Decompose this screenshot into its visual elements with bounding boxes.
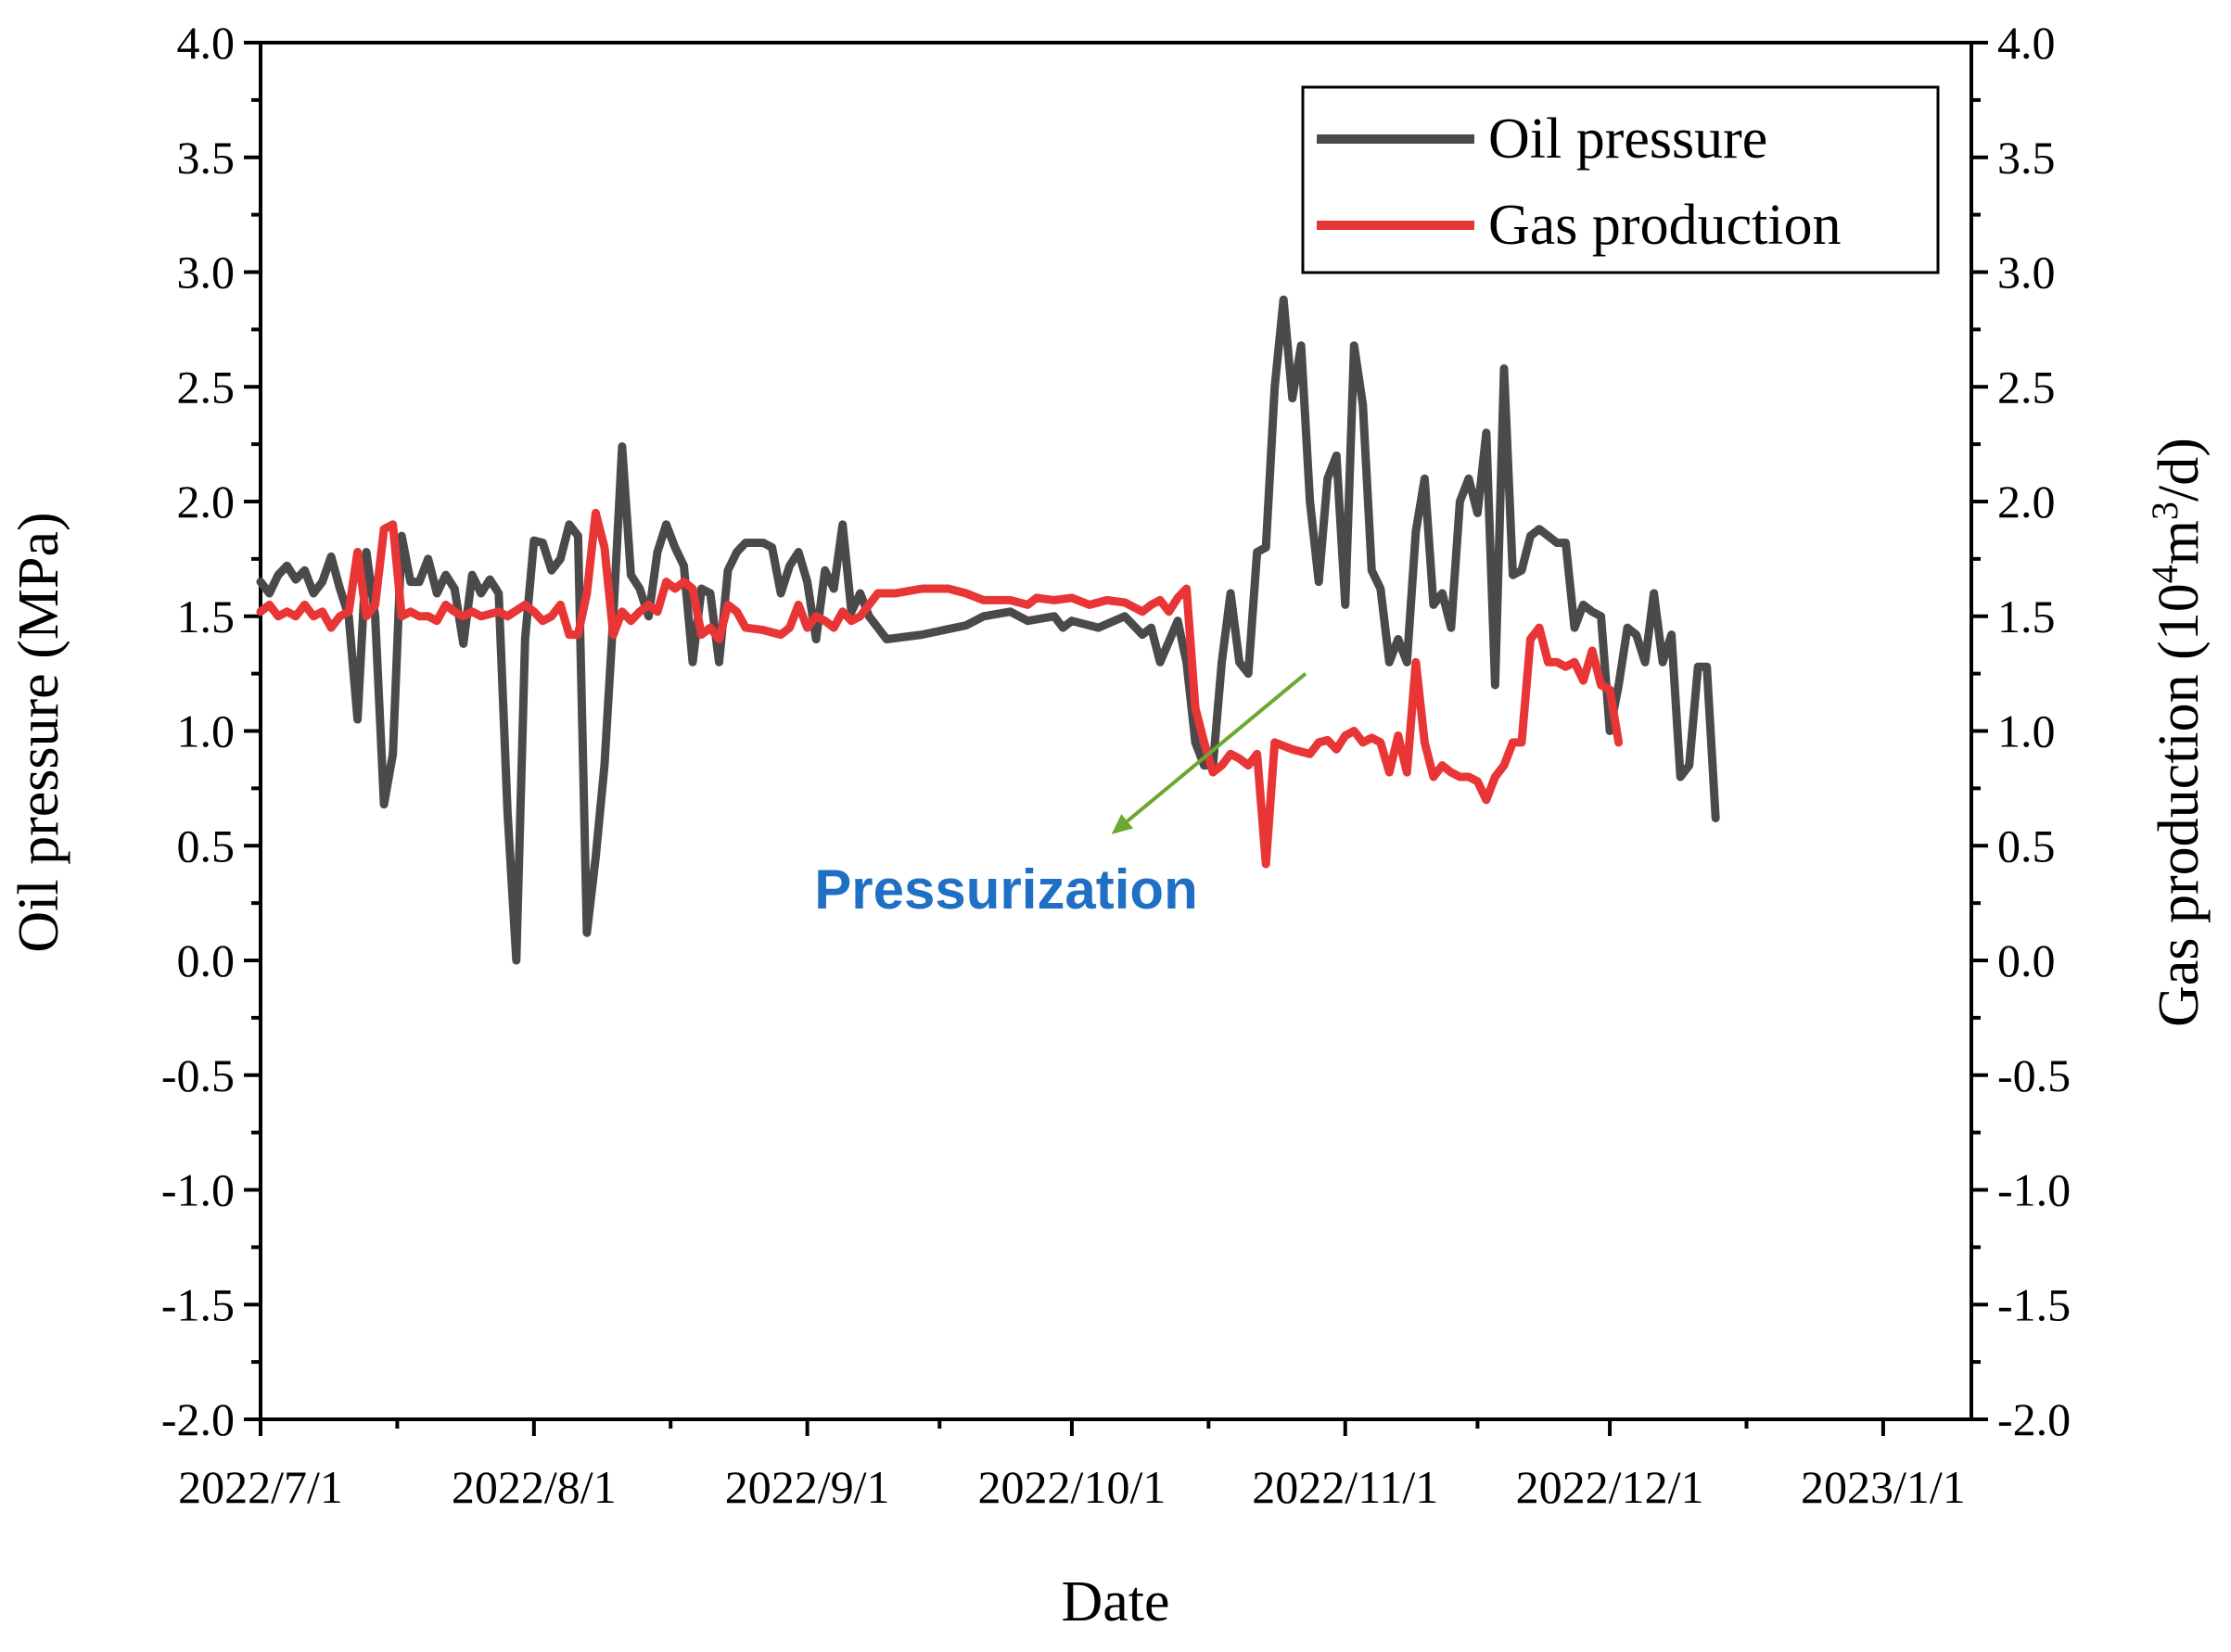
y2-tick-label: -0.5: [1997, 1049, 2071, 1101]
annotation-arrowhead: [1111, 814, 1134, 834]
y-tick-label: 4.0: [177, 17, 236, 69]
x-tick-label: 2022/11/1: [1252, 1461, 1438, 1513]
left-axis-tick-labels: 4.0 3.5 3.0 2.5 2.0 1.5 1.0 0.5 0.0 -0.5 -1.0 -1.5 -…: [161, 17, 235, 1445]
y2-tick-label: 2.5: [1997, 361, 2056, 413]
y-tick-label: 2.0: [177, 476, 236, 527]
annotation: Pressurization: [814, 672, 1307, 921]
y-tick-label: -1.0: [161, 1164, 235, 1216]
y-tick-label: 3.5: [177, 132, 236, 184]
legend: Oil pressure Gas production: [1301, 85, 1940, 274]
series-line-oil-pressure: [256, 295, 1720, 965]
x-tick-label: 2023/1/1: [1801, 1461, 1966, 1513]
right-axis-tick-labels: 4.0 3.5 3.0 2.5 2.0 1.5 1.0 0.5 0.0 -0.5 -1.0 -1.5 -…: [1997, 17, 2071, 1445]
y-tick-label: 1.0: [177, 705, 236, 757]
x-tick-label: 2022/9/1: [725, 1461, 890, 1513]
y2-axis-title: Gas production (104m3/d): [2144, 438, 2212, 1027]
y-tick-label: 2.5: [177, 361, 236, 413]
x-axis-tick-labels: 2022/7/1 2022/8/1 2022/9/1 2022/10/1 2022/11…: [178, 1461, 1966, 1513]
y2-tick-label: 3.5: [1997, 132, 2056, 184]
y2-title-sup2: 3: [2144, 502, 2186, 520]
legend-box: [1301, 85, 1940, 274]
legend-label-oil-pressure: Oil pressure: [1488, 108, 1767, 171]
y2-tick-label: 0.0: [1997, 934, 2056, 986]
y-axis-title: Oil pressure (MPa): [7, 512, 70, 952]
y2-tick-label: -1.5: [1997, 1278, 2071, 1330]
y2-tick-label: -1.0: [1997, 1164, 2071, 1216]
y-tick-label: -0.5: [161, 1049, 235, 1101]
legend-label-gas-production: Gas production: [1488, 194, 1842, 257]
axis-ticks: [244, 41, 1988, 1436]
y2-title-end: /d): [2148, 438, 2211, 502]
y2-tick-label: 2.0: [1997, 476, 2056, 527]
y2-title-mid: m: [2148, 520, 2211, 565]
y-tick-label: 0.5: [177, 820, 236, 871]
y2-tick-label: 4.0: [1997, 17, 2056, 69]
y-tick-label: 0.0: [177, 934, 236, 986]
y-tick-label: 1.5: [177, 591, 236, 642]
annotation-arrow: [1126, 672, 1307, 823]
x-tick-label: 2022/8/1: [452, 1461, 617, 1513]
x-tick-label: 2022/7/1: [178, 1461, 343, 1513]
series-line-gas-production: [256, 508, 1624, 869]
y2-title-main: Gas production (10: [2148, 583, 2211, 1027]
y2-tick-label: 1.5: [1997, 591, 2056, 642]
y-tick-label: -1.5: [161, 1278, 235, 1330]
y2-tick-label: -2.0: [1997, 1393, 2071, 1445]
x-axis-title: Date: [1061, 1570, 1169, 1633]
y2-tick-label: 0.5: [1997, 820, 2056, 871]
y2-tick-label: 1.0: [1997, 705, 2056, 757]
series-group: [256, 295, 1720, 965]
y-tick-label: 3.0: [177, 247, 236, 299]
y-tick-label: -2.0: [161, 1393, 235, 1445]
y2-title-sup: 4: [2144, 565, 2186, 583]
x-tick-label: 2022/10/1: [978, 1461, 1166, 1513]
y2-tick-label: 3.0: [1997, 247, 2056, 299]
x-tick-label: 2022/12/1: [1516, 1461, 1704, 1513]
annotation-label: Pressurization: [814, 858, 1197, 921]
